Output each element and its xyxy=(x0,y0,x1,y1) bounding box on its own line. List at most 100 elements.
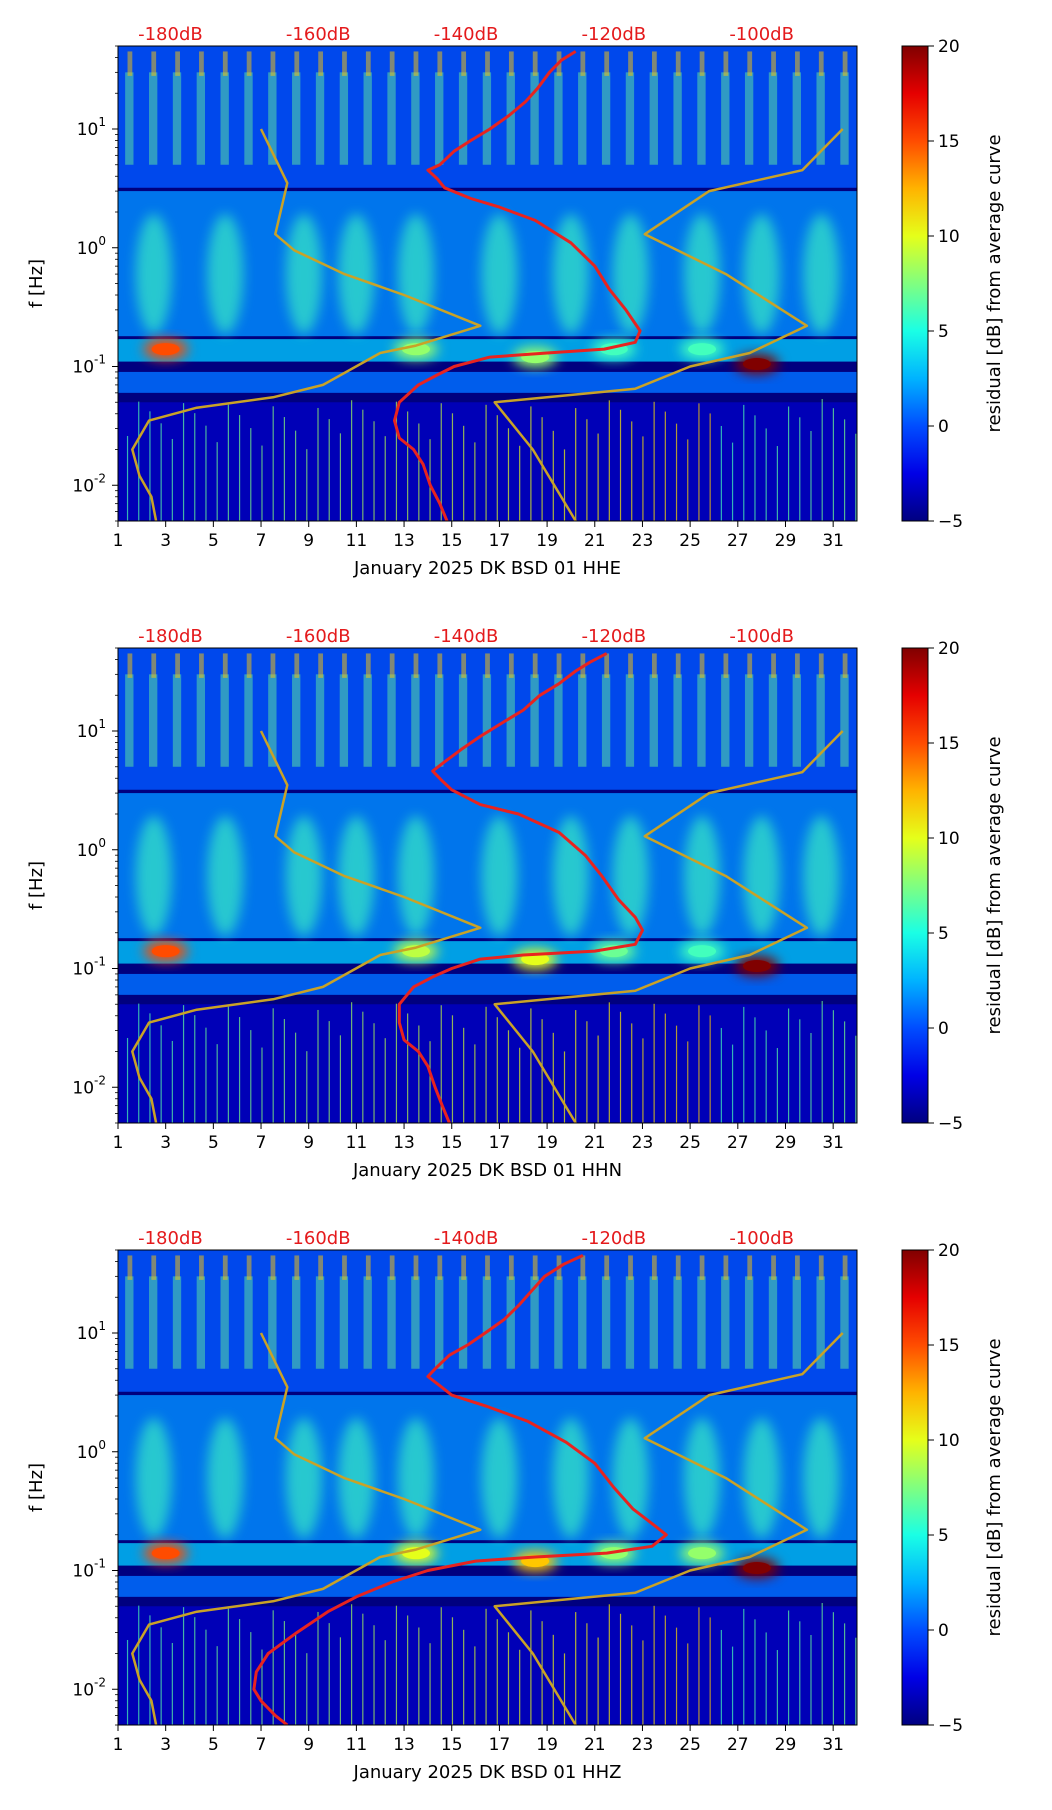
microseism-plume xyxy=(135,816,172,937)
top-db-label: -180dB xyxy=(138,626,203,647)
x-tick-label: 17 xyxy=(489,1735,511,1755)
diurnal-stripe xyxy=(363,72,372,165)
diurnal-stripe xyxy=(148,72,158,165)
diurnal-stripe xyxy=(485,653,490,678)
x-tick-label: 7 xyxy=(256,531,267,551)
median-psd-curve xyxy=(397,652,644,1123)
median-psd-curve xyxy=(393,50,642,521)
diurnal-stripe xyxy=(151,51,157,76)
x-tick-label: 21 xyxy=(584,1735,606,1755)
diurnal-stripe xyxy=(792,674,801,767)
diurnal-stripe xyxy=(411,1276,420,1369)
diurnal-stripe xyxy=(246,1255,252,1280)
diurnal-stripe xyxy=(816,674,825,767)
y-tick-base: 10 xyxy=(72,1680,94,1700)
microseism-plume xyxy=(684,1418,721,1539)
diurnal-stripe xyxy=(461,653,467,678)
y-tick-exponent: -2 xyxy=(94,471,106,485)
diurnal-stripe xyxy=(437,1255,443,1280)
diurnal-stripe xyxy=(482,674,492,767)
microseism-plume xyxy=(743,214,780,335)
top-db-label: -180dB xyxy=(138,24,203,45)
diurnal-stripe xyxy=(458,674,468,767)
panel-hhe: 1 3 5 7 9 11 13 15 17 19 21 23 25 27 29 31 January 2025 … xyxy=(0,0,1052,602)
diurnal-stripe xyxy=(246,51,252,76)
diurnal-stripe xyxy=(485,51,490,76)
x-tick-label: 13 xyxy=(393,1133,415,1153)
diurnal-stripe xyxy=(721,674,730,767)
high-noise-model-curve xyxy=(493,128,844,521)
x-tick-label: 13 xyxy=(393,531,415,551)
diurnal-stripe xyxy=(628,653,633,678)
y-tick-exponent: -2 xyxy=(94,1073,106,1087)
diurnal-stripe xyxy=(768,72,778,165)
diurnal-stripe xyxy=(318,1255,324,1280)
diurnal-stripe xyxy=(413,653,419,678)
diurnal-stripe xyxy=(315,674,325,767)
microseism-plume xyxy=(552,816,589,937)
spectrogram-area xyxy=(118,1250,857,1725)
x-tick-label: 15 xyxy=(441,1735,463,1755)
diurnal-stripe xyxy=(795,1255,800,1280)
diurnal-stripe xyxy=(387,1276,396,1369)
colorbar xyxy=(901,45,929,522)
high-noise-model-curve xyxy=(493,730,844,1123)
colorbar-tick-label: 20 xyxy=(938,37,960,57)
microseism-plume xyxy=(135,214,172,335)
colorbar-tick-label: 20 xyxy=(938,639,960,659)
diurnal-stripe xyxy=(604,1255,610,1280)
hotspot-core xyxy=(151,343,180,356)
spectrogram-area xyxy=(118,648,857,1123)
diurnal-stripe xyxy=(482,1276,492,1369)
microseism-plume xyxy=(481,816,518,937)
x-tick-label: 25 xyxy=(679,531,701,551)
x-tick-label: 25 xyxy=(679,1735,701,1755)
diurnal-stripe xyxy=(508,1255,514,1280)
microseism-plume xyxy=(684,214,721,335)
diurnal-stripe xyxy=(840,1276,849,1369)
diurnal-stripe xyxy=(342,653,347,678)
diurnal-stripe xyxy=(389,1255,395,1280)
x-tick-label: 27 xyxy=(727,531,749,551)
microseism-plume xyxy=(207,1418,244,1539)
x-tick-label: 27 xyxy=(727,1735,749,1755)
microseism-plume xyxy=(481,214,518,335)
diurnal-stripe xyxy=(651,653,657,678)
diurnal-stripe xyxy=(363,674,372,767)
diurnal-stripe xyxy=(315,1276,325,1369)
diurnal-stripe xyxy=(601,1276,611,1369)
hotspot-core xyxy=(151,1547,180,1560)
diurnal-stripe xyxy=(268,674,277,767)
x-tick-label: 9 xyxy=(303,1735,314,1755)
diurnal-stripe xyxy=(506,674,515,767)
hotspot-core xyxy=(742,959,771,972)
background-band xyxy=(118,1004,857,1123)
diurnal-stripe xyxy=(580,1255,586,1280)
microseism-plume xyxy=(397,816,434,937)
colorbar-tick-label: −5 xyxy=(938,512,963,532)
y-tick-exponent: -1 xyxy=(94,353,106,367)
diurnal-stripe xyxy=(651,1255,657,1280)
diurnal-stripe xyxy=(699,653,705,678)
diurnal-stripe xyxy=(199,51,204,76)
x-tick-label: 31 xyxy=(822,531,844,551)
diurnal-stripe xyxy=(508,51,514,76)
diurnal-stripe xyxy=(339,72,349,165)
y-tick-label: 101 xyxy=(77,717,106,742)
diurnal-stripe xyxy=(842,1255,848,1280)
colorbar xyxy=(901,1249,929,1726)
colorbar-tick-label: 10 xyxy=(938,1431,960,1451)
diurnal-stripe xyxy=(601,72,611,165)
diurnal-stripe xyxy=(127,653,133,678)
y-tick-label: 10-2 xyxy=(72,1073,106,1098)
y-tick-label: 100 xyxy=(77,234,106,259)
top-db-label: -140dB xyxy=(434,1228,499,1249)
diurnal-stripe xyxy=(840,72,849,165)
diurnal-stripe xyxy=(554,72,563,165)
diurnal-stripe xyxy=(365,1255,371,1280)
diurnal-stripe xyxy=(721,72,730,165)
background-band xyxy=(118,371,857,393)
microseism-plume xyxy=(397,1418,434,1539)
diurnal-stripe xyxy=(222,653,228,678)
x-tick-label: 1 xyxy=(113,531,124,551)
